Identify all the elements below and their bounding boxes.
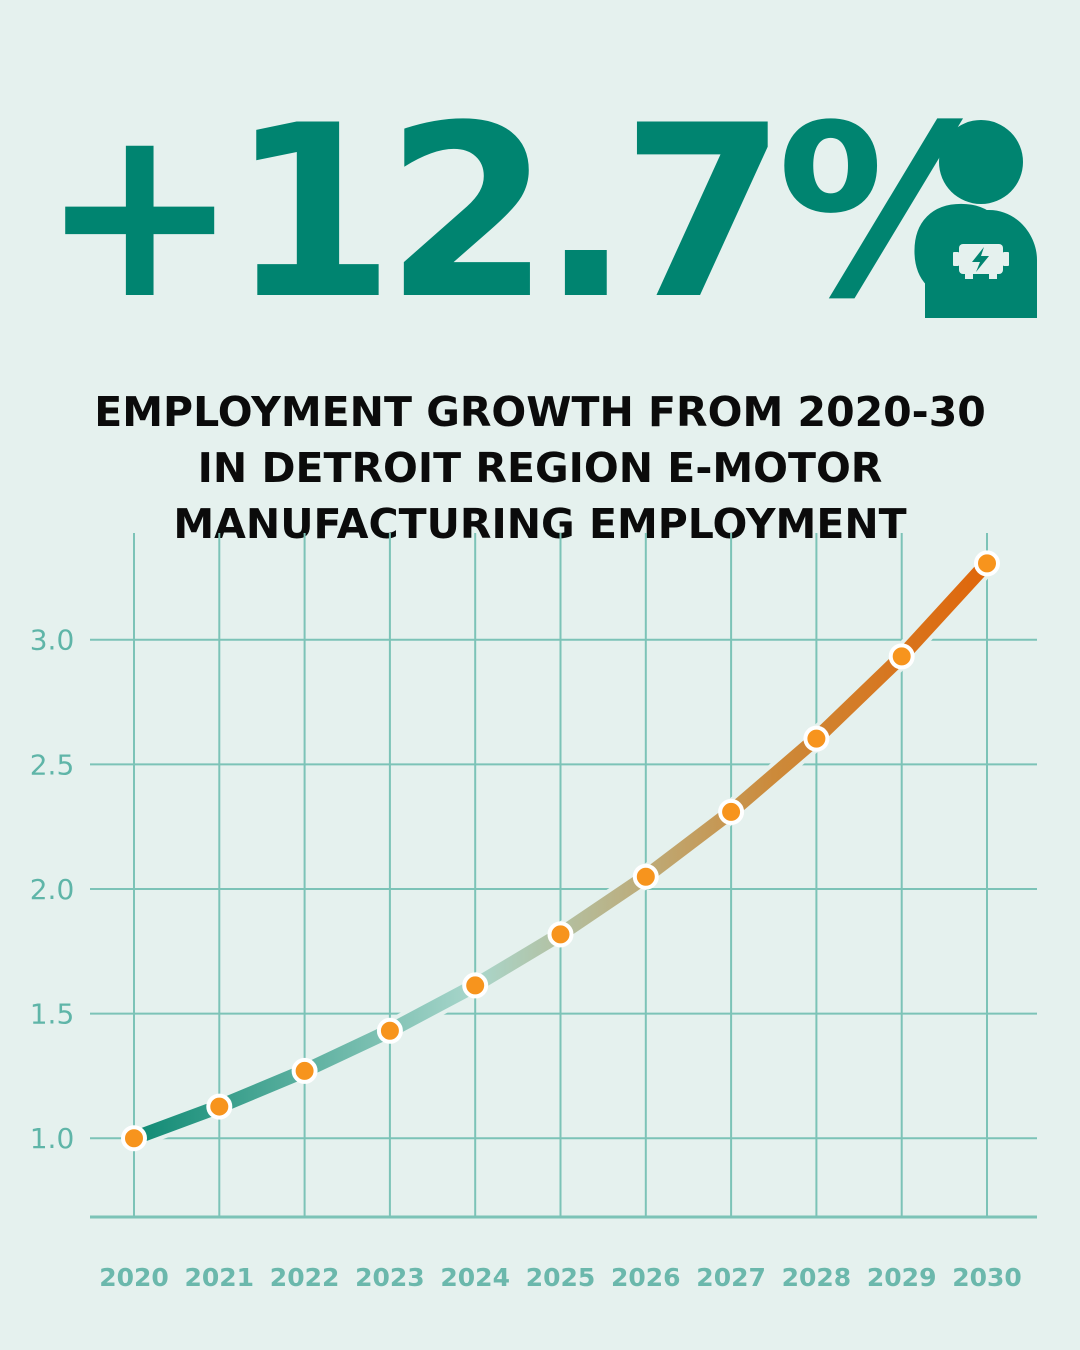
x-tick-label: 2028 [782, 1263, 852, 1292]
x-tick-label: 2027 [696, 1263, 766, 1292]
subtitle-line-3: MANUFACTURING EMPLOYMENT [173, 500, 907, 548]
headline-percentage: +12.7% [40, 75, 1015, 352]
x-tick-label: 2025 [526, 1263, 596, 1292]
x-tick-label: 2030 [952, 1263, 1022, 1292]
y-tick-label: 1.0 [30, 1122, 75, 1155]
data-point-2027 [718, 798, 745, 825]
y-tick-label: 2.5 [30, 748, 75, 781]
chart-subtitle: EMPLOYMENT GROWTH FROM 2020-30 IN DETROI… [0, 384, 1080, 552]
data-point-2024 [462, 972, 489, 999]
y-tick-label: 2.0 [30, 873, 75, 906]
data-points [121, 550, 1000, 1152]
subtitle-line-2: IN DETROIT REGION E-MOTOR [197, 444, 883, 492]
y-tick-label: 1.5 [30, 998, 75, 1031]
subtitle-line-1: EMPLOYMENT GROWTH FROM 2020-30 [94, 388, 986, 436]
data-point-2023 [376, 1017, 403, 1044]
data-point-2021 [206, 1093, 233, 1120]
x-tick-label: 2022 [270, 1263, 340, 1292]
x-tick-label: 2021 [185, 1263, 255, 1292]
person-motor-icon [925, 120, 1037, 318]
data-point-2025 [547, 921, 574, 948]
grid [90, 533, 1037, 1219]
x-tick-label: 2026 [611, 1263, 681, 1292]
data-point-2026 [632, 863, 659, 890]
data-point-2030 [974, 550, 1000, 577]
data-point-2022 [291, 1057, 318, 1084]
y-axis-ticks: 1.0 1.5 2.0 2.5 3.0 [30, 624, 75, 1156]
x-tick-label: 2029 [867, 1263, 937, 1292]
x-tick-label: 2020 [99, 1263, 169, 1292]
data-point-2029 [888, 643, 915, 670]
data-point-2028 [803, 725, 830, 752]
data-point-2020 [121, 1125, 147, 1152]
x-axis-ticks: 2020 2021 2022 2023 2024 2025 2026 2027 2028 2029… [99, 1263, 1022, 1292]
x-tick-label: 2023 [355, 1263, 425, 1292]
y-tick-label: 3.0 [30, 624, 75, 657]
x-tick-label: 2024 [440, 1263, 510, 1292]
